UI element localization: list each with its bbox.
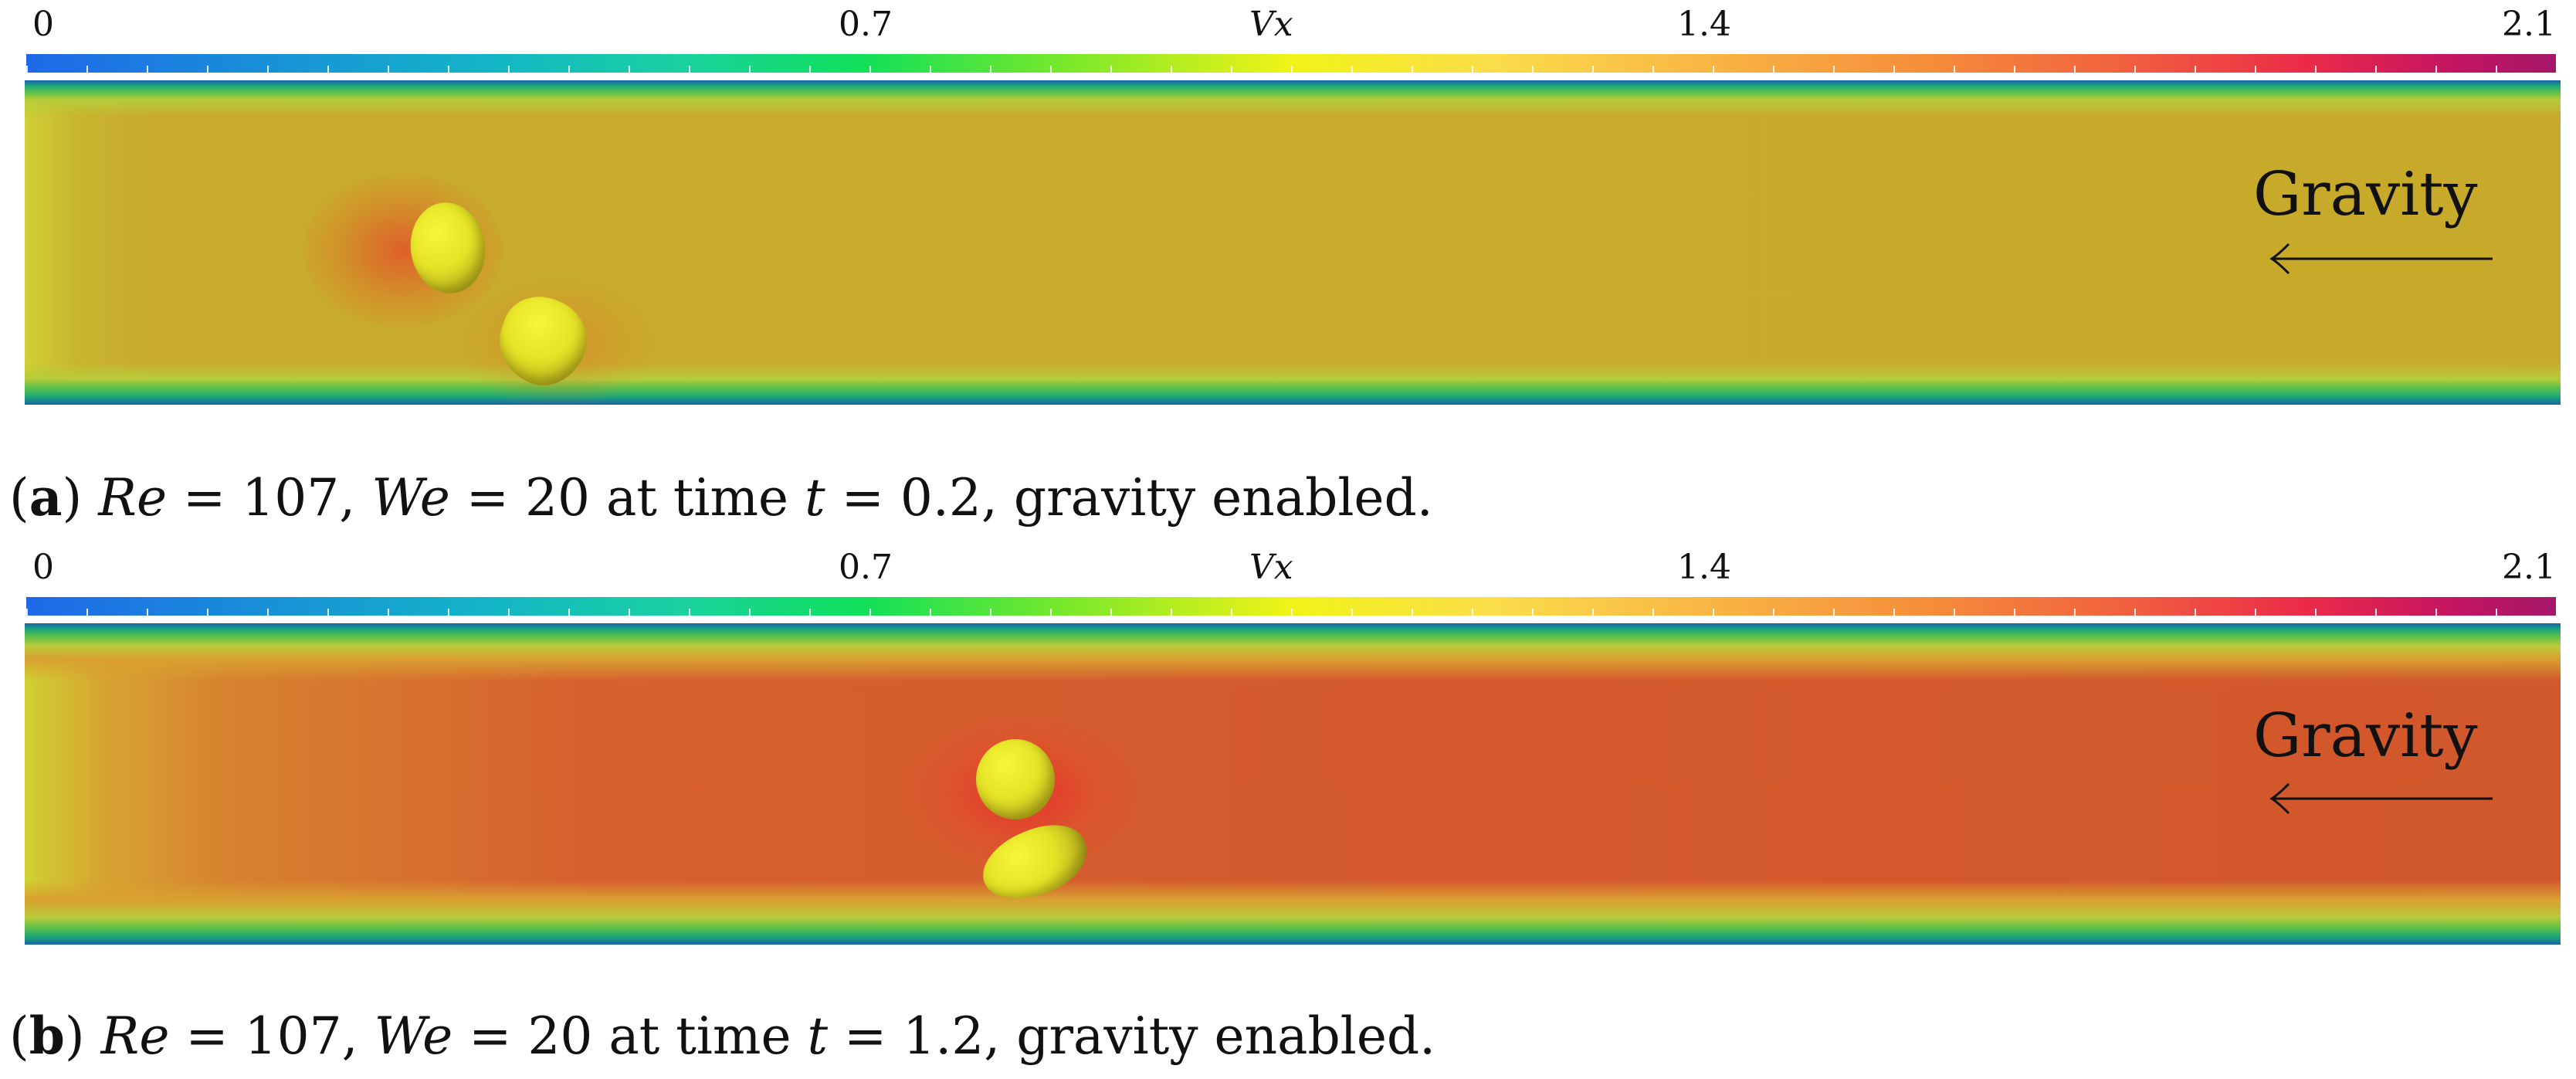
gravity-label: Gravity	[2253, 160, 2478, 229]
colorbar-title: Vx	[1249, 5, 1293, 44]
caption-letter: a	[29, 467, 63, 528]
colorbar-tick-0-7: 0.7	[839, 5, 893, 44]
colorbar-tick-min: 0	[32, 5, 54, 44]
gravity-arrow-icon	[2269, 782, 2493, 815]
gravity-arrow-icon	[2269, 243, 2493, 275]
colorbar-tick-1-4: 1.4	[1677, 548, 1731, 587]
caption-a: (a) Re = 107, We = 20 at time t = 0.2, g…	[9, 467, 1433, 528]
caption-letter: b	[29, 1006, 65, 1066]
droplet-upper	[976, 739, 1055, 819]
caption-b: (b) Re = 107, We = 20 at time t = 1.2, g…	[9, 1006, 1436, 1066]
colorbar-tick-min: 0	[32, 548, 54, 587]
gravity-label: Gravity	[2253, 701, 2478, 771]
velocity-field: Gravity	[25, 80, 2561, 405]
colorbar	[26, 597, 2556, 616]
velocity-field: Gravity	[25, 623, 2561, 945]
colorbar-tick-1-4: 1.4	[1677, 5, 1731, 44]
colorbar-tick-max: 2.1	[2502, 5, 2556, 44]
colorbar	[26, 54, 2556, 73]
colorbar-tick-0-7: 0.7	[839, 548, 893, 587]
colorbar-tick-max: 2.1	[2502, 548, 2556, 587]
colorbar-title: Vx	[1249, 548, 1293, 587]
